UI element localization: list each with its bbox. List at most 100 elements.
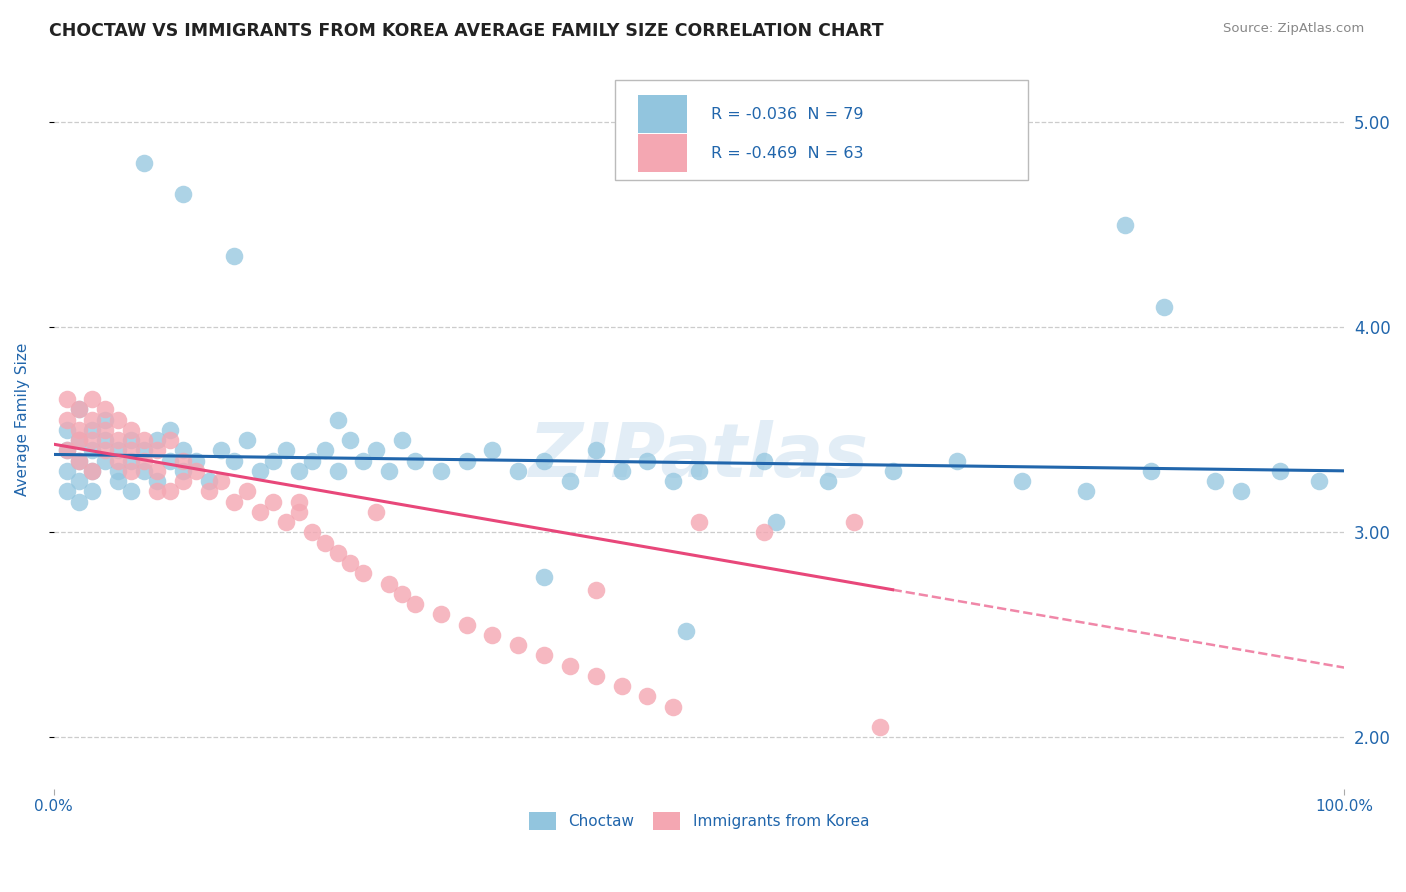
Point: [209, 443, 232, 458]
Point: [352, 453, 374, 467]
Point: [132, 433, 155, 447]
Point: [120, 453, 142, 467]
Point: [558, 658, 581, 673]
Point: [94, 443, 117, 458]
Point: [288, 494, 311, 508]
Point: [55, 412, 77, 426]
Text: ZIPatlas: ZIPatlas: [529, 420, 869, 493]
Point: [67, 433, 90, 447]
Point: [236, 433, 259, 447]
Point: [585, 443, 607, 458]
Point: [249, 505, 271, 519]
Point: [301, 453, 323, 467]
Point: [1114, 218, 1136, 232]
Point: [172, 474, 194, 488]
Point: [82, 392, 104, 406]
Point: [55, 464, 77, 478]
Point: [55, 392, 77, 406]
Point: [636, 690, 658, 704]
Point: [456, 617, 478, 632]
Point: [107, 474, 129, 488]
Text: R = -0.469  N = 63: R = -0.469 N = 63: [710, 145, 863, 161]
Point: [662, 474, 685, 488]
Point: [1308, 474, 1330, 488]
Point: [67, 474, 90, 488]
Point: [82, 412, 104, 426]
Point: [1139, 464, 1161, 478]
Point: [288, 505, 311, 519]
Point: [146, 474, 169, 488]
Point: [481, 628, 503, 642]
Point: [107, 412, 129, 426]
Point: [55, 443, 77, 458]
Point: [636, 453, 658, 467]
Point: [533, 648, 555, 663]
Point: [146, 443, 169, 458]
Point: [55, 484, 77, 499]
Point: [172, 187, 194, 202]
Point: [481, 443, 503, 458]
Point: [391, 433, 413, 447]
Point: [132, 453, 155, 467]
Point: [842, 515, 865, 529]
Point: [224, 249, 246, 263]
Point: [82, 464, 104, 478]
Point: [314, 443, 336, 458]
Point: [752, 525, 775, 540]
Point: [404, 597, 426, 611]
Point: [274, 515, 297, 529]
Point: [55, 423, 77, 437]
Point: [869, 720, 891, 734]
Point: [508, 464, 530, 478]
Point: [326, 412, 349, 426]
Y-axis label: Average Family Size: Average Family Size: [15, 343, 30, 496]
Point: [67, 423, 90, 437]
Point: [662, 699, 685, 714]
Point: [82, 423, 104, 437]
Point: [67, 402, 90, 417]
Point: [366, 443, 388, 458]
Point: [184, 464, 207, 478]
Point: [301, 525, 323, 540]
Point: [94, 423, 117, 437]
Point: [159, 484, 181, 499]
Point: [882, 464, 904, 478]
Point: [236, 484, 259, 499]
Point: [1204, 474, 1226, 488]
Point: [456, 453, 478, 467]
Point: [120, 433, 142, 447]
Point: [366, 505, 388, 519]
Point: [159, 433, 181, 447]
Point: [533, 570, 555, 584]
Point: [378, 576, 401, 591]
Point: [67, 453, 90, 467]
Point: [94, 412, 117, 426]
Point: [1076, 484, 1098, 499]
Point: [172, 453, 194, 467]
Point: [688, 464, 710, 478]
Point: [430, 464, 453, 478]
Text: CHOCTAW VS IMMIGRANTS FROM KOREA AVERAGE FAMILY SIZE CORRELATION CHART: CHOCTAW VS IMMIGRANTS FROM KOREA AVERAGE…: [49, 22, 884, 40]
Point: [585, 669, 607, 683]
Point: [262, 494, 284, 508]
Point: [752, 453, 775, 467]
Point: [339, 433, 361, 447]
Point: [1268, 464, 1291, 478]
Point: [430, 607, 453, 622]
Point: [94, 402, 117, 417]
Point: [274, 443, 297, 458]
Point: [249, 464, 271, 478]
Point: [610, 679, 633, 693]
Point: [1011, 474, 1033, 488]
Point: [339, 556, 361, 570]
Point: [107, 433, 129, 447]
Point: [675, 624, 697, 638]
Point: [120, 423, 142, 437]
Point: [314, 535, 336, 549]
Point: [585, 582, 607, 597]
Point: [159, 453, 181, 467]
Point: [184, 453, 207, 467]
Point: [172, 464, 194, 478]
Point: [197, 474, 219, 488]
Point: [67, 402, 90, 417]
